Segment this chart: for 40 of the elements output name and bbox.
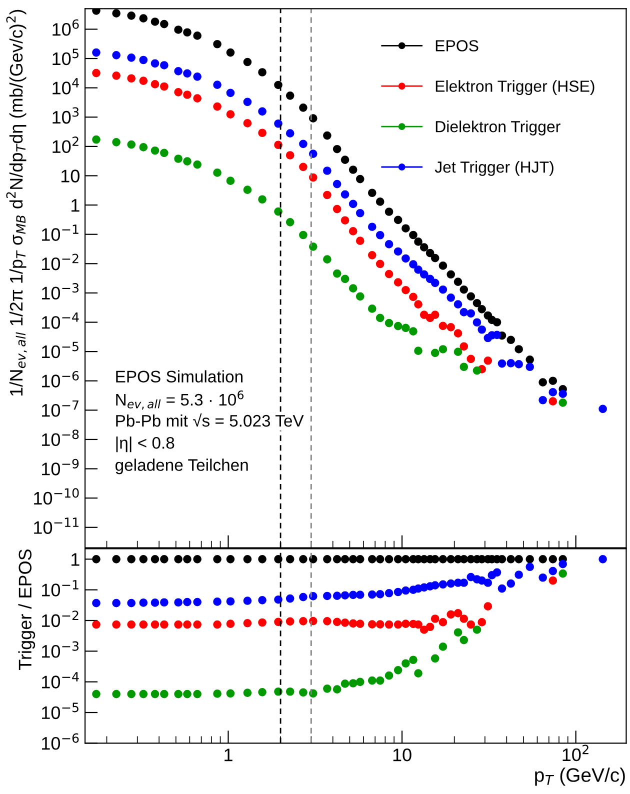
y-tick-label: 10$^{4}$ — [52, 78, 79, 94]
y-tick-label: 10$^{−8}$ — [42, 430, 79, 446]
y-tick-label: 10$^{−2}$ — [42, 610, 78, 628]
y-tick-label: 1 — [72, 553, 80, 566]
y-tick-label: 10$^{3}$ — [52, 107, 79, 124]
y-tick-label: 10$^{−3}$ — [42, 283, 79, 300]
y-tick-label: 10$^{−1}$ — [42, 580, 78, 596]
legend-label: Elektron Trigger (HSE) — [436, 80, 594, 96]
x-axis-title: p$_{T}$ (GeV/c) — [535, 768, 625, 786]
legend-label: EPOS — [436, 40, 478, 52]
annotation: |η| < 0.8 — [116, 436, 174, 452]
y-tick-label: 10$^{−4}$ — [42, 312, 79, 329]
y-tick-label: 10$^{−5}$ — [42, 702, 78, 720]
y-tick-label: 10$^{−6}$ — [42, 733, 79, 750]
x-tick-label: 1 — [224, 748, 232, 762]
y-tick-label: 1 — [72, 199, 80, 212]
text: 1/N$_{ev,all}$ 1/2π 1/p$_{T}$ σ$_{MB}$ d$^{2}$N/dp$_{T}$dη (mb/(Gev/c)$^{2}$) — [6, 10, 27, 396]
y-tick-label: 10$^{−7}$ — [42, 400, 78, 417]
annotation: Pb-Pb mit √s = 5.023 TeV — [116, 413, 304, 427]
legend-label: Jet Trigger (HJT) — [434, 161, 554, 176]
y-tick-label: 10$^{−3}$ — [42, 641, 79, 658]
y-tick-label: 10 — [61, 170, 80, 182]
y-tick-label: 10$^{6}$ — [52, 19, 79, 36]
y-tick-label: 10$^{−4}$ — [42, 672, 79, 688]
y-tick-label: 10$^{2}$ — [52, 136, 78, 154]
x-tick-label: 10$^{2}$ — [562, 744, 588, 762]
y-tick-label: 10$^{−5}$ — [42, 342, 78, 358]
y-tick-label: 10$^{−6}$ — [42, 370, 79, 388]
annotation: EPOS Simulation — [116, 370, 242, 383]
y-tick-label: 10$^{−10}$ — [34, 488, 79, 505]
y-tick-label: 10$^{−11}$ — [34, 518, 78, 534]
x-tick-label: 10 — [393, 748, 412, 762]
annotation: N$_{ev,all}$ = 5.3 · 10$^{6}$ — [116, 390, 244, 410]
y-axis-title: Trigger / EPOS — [18, 549, 36, 670]
annotation: geladene Teilchen — [116, 458, 248, 474]
y-tick-label: 10$^{−2}$ — [42, 254, 78, 270]
y-tick-label: 10$^{5}$ — [52, 48, 78, 66]
y-tick-label: 10$^{−9}$ — [42, 458, 79, 476]
legend-label: Dielektron Trigger — [436, 120, 560, 136]
y-tick-label: 10$^{−1}$ — [42, 224, 78, 241]
